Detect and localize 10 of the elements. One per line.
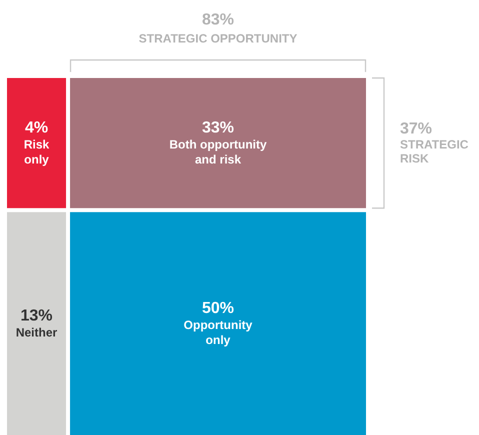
data-label: 50% (202, 300, 234, 317)
category-label: Neither (16, 325, 58, 340)
data-label: 13% (20, 307, 53, 324)
text: 83% STRATEGIC OPPORTUNITY (138, 11, 298, 46)
category-label: Risk only (24, 137, 50, 166)
category-label: Both opportunity and risk (169, 137, 267, 166)
category-label: Opportunity only (184, 318, 253, 347)
text: 37% STRATEGIC RISK (400, 120, 469, 166)
data-label: 33% (202, 119, 234, 136)
data-label: 4% (24, 119, 48, 136)
